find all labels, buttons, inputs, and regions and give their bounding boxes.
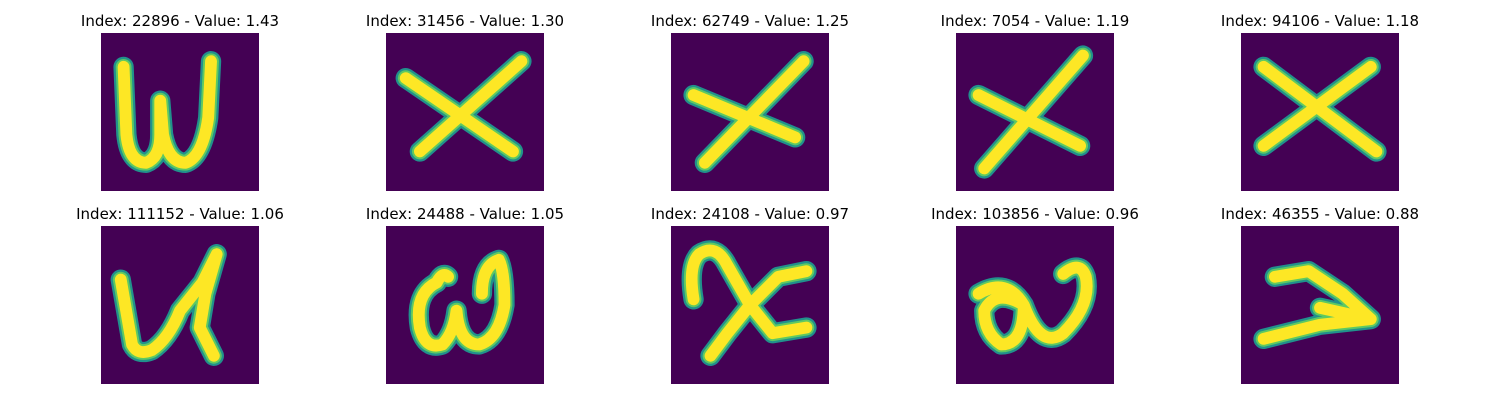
stroke-core xyxy=(1257,60,1383,158)
stroke-core xyxy=(685,244,813,362)
character-image xyxy=(101,226,259,384)
panel-title: Index: 103856 - Value: 0.96 xyxy=(931,205,1139,223)
panel-title: Index: 31456 - Value: 1.30 xyxy=(365,12,565,30)
panel-title: Index: 111152 - Value: 1.06 xyxy=(76,205,284,223)
panel: Index: 7054 - Value: 1.19 xyxy=(915,12,1155,198)
stroke-core xyxy=(412,253,511,352)
panel: Index: 111152 - Value: 1.06 xyxy=(60,205,300,391)
panel-title: Index: 94106 - Value: 1.18 xyxy=(1220,12,1420,30)
panel-title: Index: 62749 - Value: 1.25 xyxy=(650,12,850,30)
panel: Index: 24108 - Value: 0.97 xyxy=(630,205,870,391)
panel: Index: 22896 - Value: 1.43 xyxy=(60,12,300,198)
panel: Index: 31456 - Value: 1.30 xyxy=(345,12,585,198)
glyph-x xyxy=(956,33,1114,191)
glyph-x xyxy=(671,226,829,384)
character-image xyxy=(1241,226,1399,384)
glyph-w xyxy=(101,226,259,384)
character-image xyxy=(386,226,544,384)
character-image xyxy=(671,226,829,384)
stroke-core xyxy=(399,55,528,158)
stroke-core xyxy=(972,261,1093,351)
panel: Index: 103856 - Value: 0.96 xyxy=(915,205,1155,391)
stroke-core xyxy=(1257,265,1377,345)
character-image xyxy=(101,33,259,191)
glyph-z xyxy=(1241,226,1399,384)
panel: Index: 62749 - Value: 1.25 xyxy=(630,12,870,198)
panel: Index: 46355 - Value: 0.88 xyxy=(1200,205,1440,391)
glyph-2 xyxy=(956,226,1114,384)
glyph-w xyxy=(386,226,544,384)
stroke-core xyxy=(687,55,810,169)
glyph-w xyxy=(101,33,259,191)
stroke-core xyxy=(114,248,223,362)
character-image xyxy=(671,33,829,191)
stroke-core xyxy=(972,49,1089,175)
panel-title: Index: 46355 - Value: 0.88 xyxy=(1220,205,1420,223)
glyph-x xyxy=(671,33,829,191)
panel-title: Index: 7054 - Value: 1.19 xyxy=(940,12,1130,30)
character-image xyxy=(956,226,1114,384)
character-image xyxy=(956,33,1114,191)
stroke-core xyxy=(117,55,217,169)
glyph-x xyxy=(1241,33,1399,191)
glyph-x xyxy=(386,33,544,191)
panel-title: Index: 22896 - Value: 1.43 xyxy=(80,12,280,30)
panel: Index: 94106 - Value: 1.18 xyxy=(1200,12,1440,198)
character-image xyxy=(386,33,544,191)
panel: Index: 24488 - Value: 1.05 xyxy=(345,205,585,391)
character-image xyxy=(1241,33,1399,191)
panel-title: Index: 24488 - Value: 1.05 xyxy=(365,205,565,223)
panel-title: Index: 24108 - Value: 0.97 xyxy=(650,205,850,223)
